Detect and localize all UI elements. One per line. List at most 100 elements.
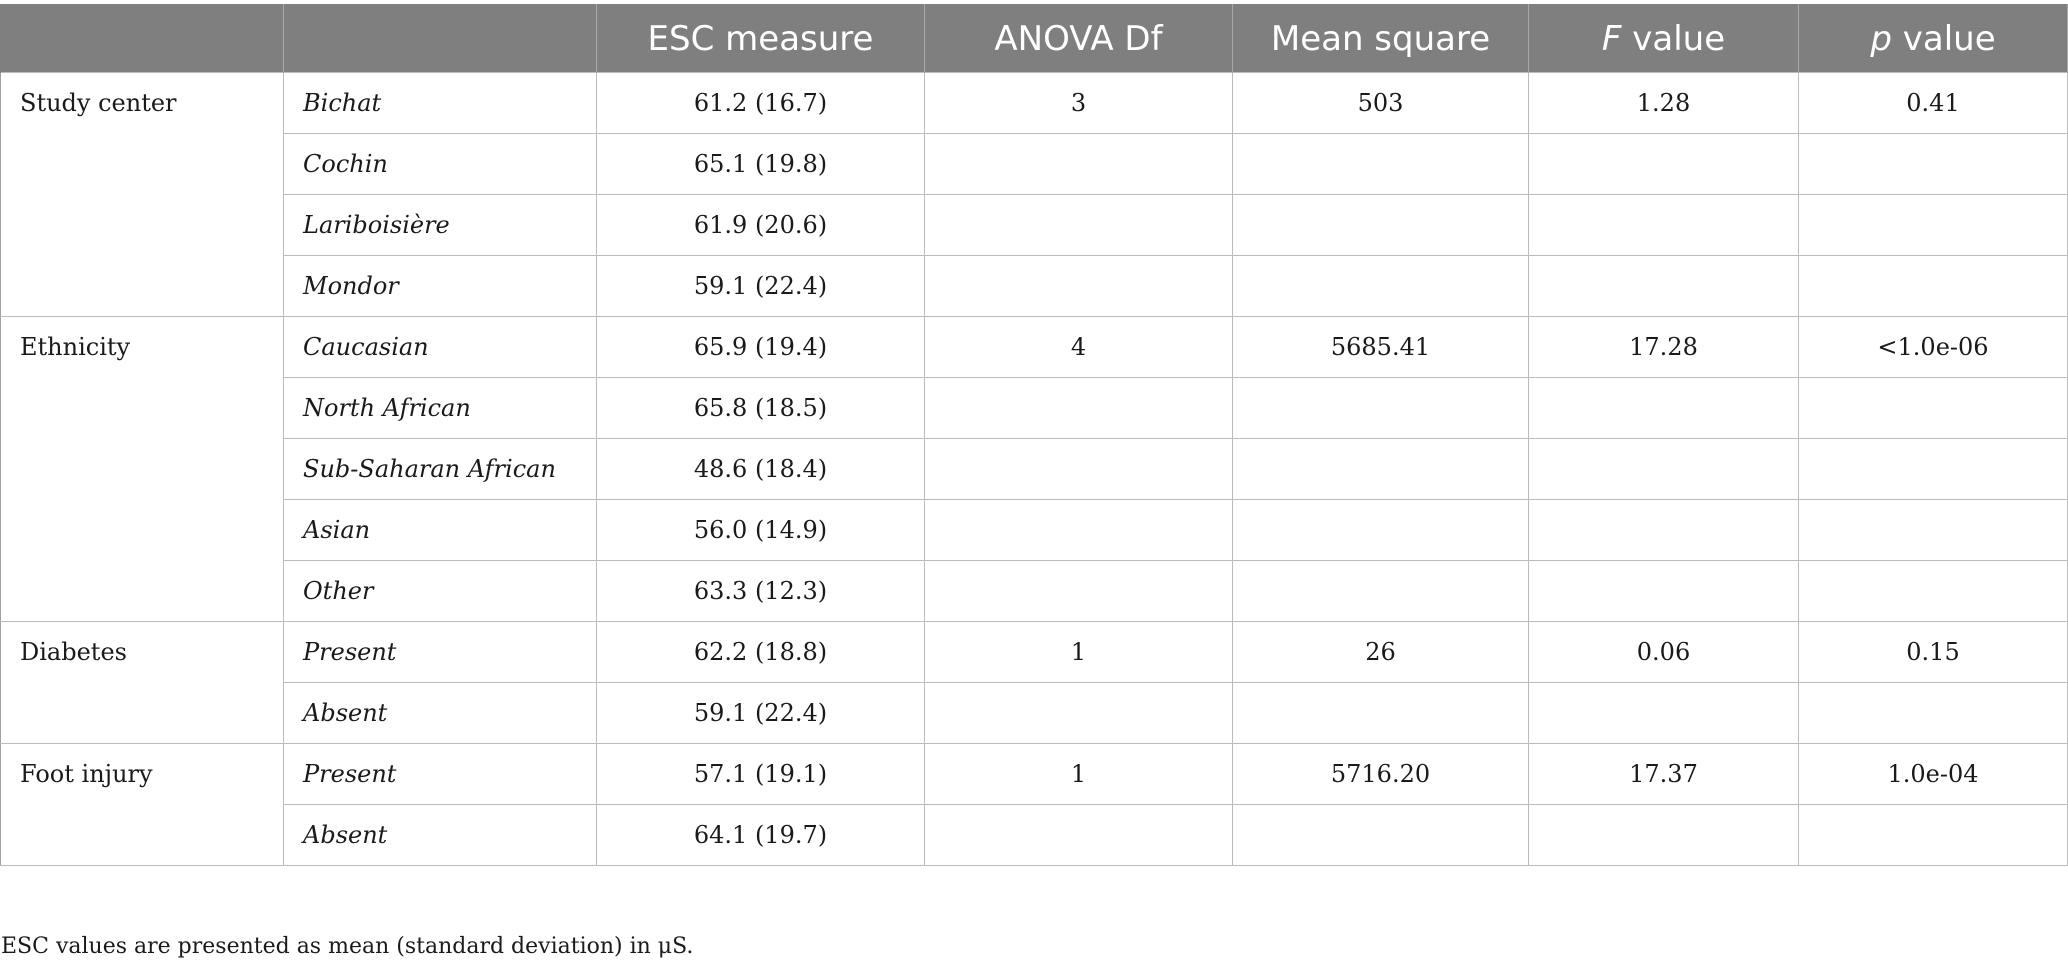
table-row: Diabetes Present 62.2 (18.8) 1 26 0.06 0.15 [0,621,2068,744]
anova-df-cell [924,499,1233,561]
anova-df-cell [924,255,1233,317]
f-value-cell [1528,194,1799,256]
p-value-cell [1798,804,2068,866]
header-row: ESC measure ANOVA Df Mean square F value… [0,4,2068,73]
mean-square-cell [1232,377,1529,439]
esc-measure-cell: 65.9 (19.4) [596,316,925,378]
esc-measure-cell: 61.9 (20.6) [596,194,925,256]
p-value-cell [1798,255,2068,317]
anova-df-cell: 1 [924,621,1233,683]
anova-df-cell [924,438,1233,500]
header-f-symbol: F [1601,18,1622,59]
mean-square-cell [1232,438,1529,500]
mean-square-cell: 5716.20 [1232,743,1529,805]
esc-measure-cell: 59.1 (22.4) [596,255,925,317]
anova-df-cell: 1 [924,743,1233,805]
p-value-cell [1798,682,2068,744]
table-footnote: ESC values are presented as mean (standa… [1,934,694,959]
f-value-cell [1528,255,1799,317]
anova-results-table: ESC measure ANOVA Df Mean square F value… [0,4,2068,866]
esc-measure-cell: 65.8 (18.5) [596,377,925,439]
mean-square-cell [1232,133,1529,195]
results-table-container: ESC measure ANOVA Df Mean square F value… [0,4,2068,866]
esc-measure-cell: 65.1 (19.8) [596,133,925,195]
table-row: Cochin 65.1 (19.8) [1,133,2068,195]
header-p-label: value [1902,18,1996,59]
header-p-symbol: p [1870,18,1892,59]
header-esc-measure: ESC measure [596,4,925,73]
level-cell: Mondor [283,255,597,317]
p-value-cell: 1.0e-04 [1798,743,2068,805]
table-header: ESC measure ANOVA Df Mean square F value… [0,4,2068,73]
header-anova-df: ANOVA Df [924,4,1233,73]
mean-square-cell: 26 [1232,621,1529,683]
esc-measure-cell: 56.0 (14.9) [596,499,925,561]
f-value-cell [1528,377,1799,439]
esc-measure-cell: 64.1 (19.7) [596,804,925,866]
level-cell: Absent [283,804,597,866]
table-row: Foot injury Present 57.1 (19.1) 1 5716.20 17.… [0,743,2068,866]
table-row: Study center Bichat 61.2 (16.7) 3 503 1.28 0.4… [0,72,2068,317]
level-cell: Other [283,560,597,622]
p-value-cell [1798,499,2068,561]
level-cell: Bichat [283,72,597,134]
esc-measure-cell: 57.1 (19.1) [596,743,925,805]
p-value-cell: 0.15 [1798,621,2068,683]
esc-measure-cell: 62.2 (18.8) [596,621,925,683]
f-value-cell: 17.28 [1528,316,1799,378]
p-value-cell [1798,194,2068,256]
table-row: Absent 64.1 (19.7) [1,804,2068,866]
f-value-cell [1528,133,1799,195]
anova-df-cell [924,804,1233,866]
anova-df-cell [924,194,1233,256]
table-row: Mondor 59.1 (22.4) [1,255,2068,317]
mean-square-cell [1232,804,1529,866]
level-cell: Present [283,621,597,683]
p-value-cell [1798,438,2068,500]
anova-df-cell [924,133,1233,195]
header-mean-square: Mean square [1232,4,1529,73]
mean-square-cell [1232,255,1529,317]
level-cell: North African [283,377,597,439]
level-cell: Asian [283,499,597,561]
table-row: Other 63.3 (12.3) [1,560,2068,622]
header-f-value: F value [1528,4,1799,73]
p-value-cell: <1.0e-06 [1798,316,2068,378]
esc-measure-cell: 61.2 (16.7) [596,72,925,134]
esc-measure-cell: 63.3 (12.3) [596,560,925,622]
variable-name-cell: Diabetes [0,621,284,744]
anova-df-cell [924,377,1233,439]
table-body: Study center Bichat 61.2 (16.7) 3 503 1.28 0.4… [0,72,2068,866]
table-row: Sub-Saharan African 48.6 (18.4) [1,438,2068,500]
f-value-cell [1528,682,1799,744]
mean-square-cell [1232,194,1529,256]
table-row: Asian 56.0 (14.9) [1,499,2068,561]
mean-square-cell: 503 [1232,72,1529,134]
anova-df-cell [924,682,1233,744]
esc-measure-cell: 48.6 (18.4) [596,438,925,500]
f-value-cell [1528,438,1799,500]
p-value-cell: 0.41 [1798,72,2068,134]
anova-df-cell: 3 [924,72,1233,134]
variable-name-cell: Study center [0,72,284,317]
table-row: Ethnicity Caucasian 65.9 (19.4) 4 5685.41 17.… [0,316,2068,622]
level-cell: Sub-Saharan African [283,438,597,500]
table-row: North African 65.8 (18.5) [1,377,2068,439]
anova-df-cell: 4 [924,316,1233,378]
variable-name-cell: Foot injury [0,743,284,866]
p-value-cell [1798,377,2068,439]
header-level [283,4,597,73]
f-value-cell: 1.28 [1528,72,1799,134]
level-cell: Cochin [283,133,597,195]
mean-square-cell [1232,560,1529,622]
mean-square-cell [1232,682,1529,744]
table-row: Lariboisière 61.9 (20.6) [1,194,2068,256]
level-cell: Caucasian [283,316,597,378]
mean-square-cell: 5685.41 [1232,316,1529,378]
p-value-cell [1798,133,2068,195]
esc-measure-cell: 59.1 (22.4) [596,682,925,744]
p-value-cell [1798,560,2068,622]
header-p-value: p value [1798,4,2068,73]
table-row: Absent 59.1 (22.4) [1,682,2068,744]
f-value-cell: 0.06 [1528,621,1799,683]
